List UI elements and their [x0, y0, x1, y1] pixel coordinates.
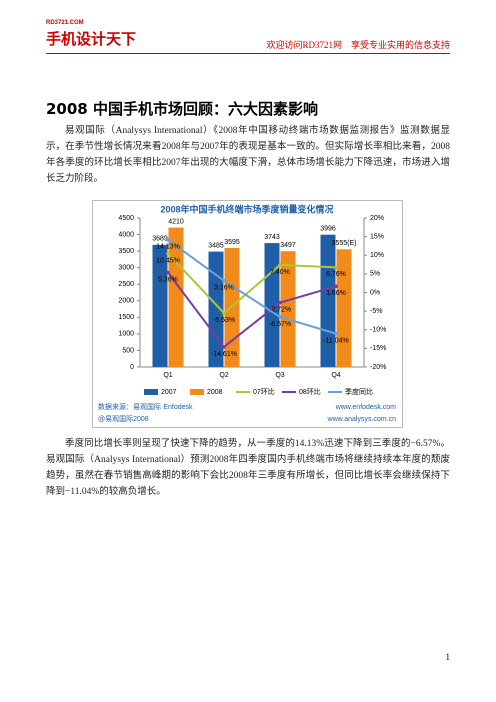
y-tick-label: 500 [122, 347, 134, 354]
value-label: 3485 [208, 242, 224, 249]
y2-tick-label: -20% [370, 364, 386, 371]
line [167, 252, 337, 315]
y-tick-label: 4000 [118, 231, 134, 238]
line [167, 239, 337, 335]
value-label: 3689 [152, 236, 168, 243]
paragraph: 季度同比增长率则呈现了快速下降的趋势，从一季度的14.13%迅速下降到三季度的−… [46, 439, 450, 497]
value-label: -2.72% [269, 306, 291, 313]
source: 数据来源：易观国际·Enfodesk [98, 402, 193, 411]
bar [152, 244, 168, 367]
legend-swatch [144, 389, 158, 395]
x-tick-label: Q3 [275, 372, 284, 379]
y2-tick-label: 5% [370, 271, 380, 278]
y2-tick-label: 15% [370, 233, 384, 240]
header-rule [46, 53, 450, 54]
legend-label: 07环比 [253, 387, 275, 396]
slogan: 欢迎访问RD3721网 享受专业实用的信息支持 [266, 40, 450, 50]
value-label: -11.04% [323, 337, 349, 344]
line [167, 271, 337, 349]
value-label: 3555(E) [332, 240, 357, 247]
value-label: 3743 [264, 234, 280, 241]
legend-label: 季度同比 [345, 387, 373, 396]
y2-tick-label: -5% [370, 308, 382, 315]
y-tick-label: 2500 [118, 281, 134, 288]
value-label: 7.40% [270, 269, 290, 276]
logo-top: RD3721.COM [46, 20, 84, 26]
point [278, 300, 282, 305]
value-label: 10.45% [156, 257, 180, 264]
legend-label: 08环比 [299, 387, 321, 396]
point [278, 263, 282, 267]
bar [280, 251, 296, 367]
doc-title: 2008 中国手机市场回顾：六大因素影响 [46, 100, 318, 118]
legend-label: 2007 [161, 389, 177, 396]
point [166, 238, 170, 242]
value-label: 3.16% [214, 285, 234, 292]
legend-label: 2008 [207, 389, 223, 396]
y-tick-label: 3000 [118, 265, 134, 272]
point [334, 265, 338, 270]
point [222, 345, 226, 349]
value-label: 3497 [280, 242, 296, 249]
legend-swatch [190, 389, 204, 395]
y2-tick-label: 10% [370, 252, 384, 259]
value-label: -6.57% [269, 321, 291, 328]
x-tick-label: Q1 [163, 372, 172, 379]
y2-tick-label: 20% [370, 215, 384, 222]
y-tick-label: 0 [130, 364, 134, 371]
paragraph: 易观国际（Analysys International）《2008年中国移动终端… [46, 126, 450, 184]
point [222, 278, 226, 283]
logo: 手机设计天下 [46, 30, 137, 48]
bar [320, 234, 336, 367]
y-tick-label: 3500 [118, 248, 134, 255]
chart-title: 2008年中国手机终端市场季度销量变化情况 [160, 203, 333, 214]
point [222, 311, 226, 315]
point [278, 315, 282, 319]
value-label: 14.13% [156, 244, 180, 251]
point [166, 251, 170, 256]
value-label: 4210 [168, 218, 184, 225]
value-label: 5.36% [158, 276, 178, 283]
value-label: -5.53% [213, 317, 235, 324]
point [334, 284, 338, 289]
value-label: -14.61% [211, 351, 237, 358]
y2-tick-label: -10% [370, 327, 386, 334]
bar [208, 251, 224, 367]
y-tick-label: 1500 [118, 314, 134, 321]
value-label: 3595 [224, 239, 240, 246]
y2-tick-label: 0% [370, 289, 380, 296]
page-number: 1 [445, 652, 451, 662]
y-tick-label: 4500 [118, 215, 134, 222]
url: www.enfodesk.com [335, 404, 396, 411]
y2-tick-label: -15% [370, 345, 386, 352]
bar [168, 227, 184, 367]
copyright: @易观国际2008 [98, 414, 149, 423]
url: www.analysys.com.cn [327, 416, 397, 423]
x-tick-label: Q2 [219, 372, 228, 379]
bar [336, 249, 352, 367]
y-tick-label: 2000 [118, 298, 134, 305]
point [334, 331, 338, 336]
value-label: 1.66% [326, 290, 346, 297]
value-label: 6.76% [326, 271, 346, 278]
x-tick-label: Q4 [331, 372, 340, 379]
value-label: 3996 [320, 226, 336, 233]
point [166, 270, 170, 275]
y-tick-label: 1000 [118, 331, 134, 338]
chart: 2008年中国手机终端市场季度销量变化情况 数据来源：易观国际·Enfodesk… [92, 200, 403, 428]
